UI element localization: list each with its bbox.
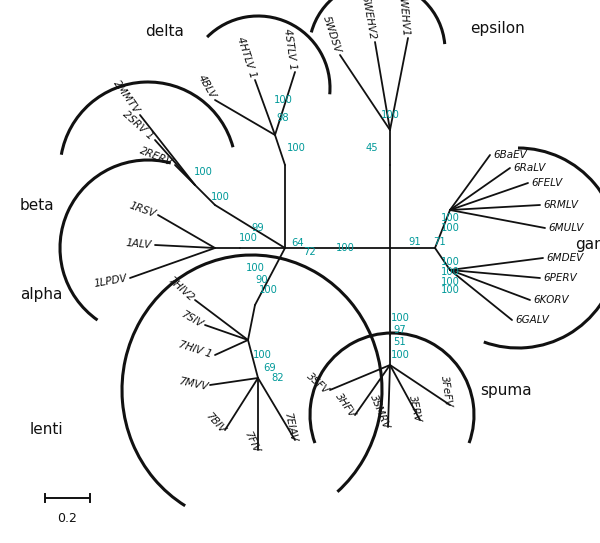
Text: 4HTLV 1: 4HTLV 1 (235, 36, 258, 79)
Text: 6RMLV: 6RMLV (543, 200, 578, 210)
Text: 7EIAV: 7EIAV (282, 412, 298, 443)
Text: 3SMRV: 3SMRV (368, 393, 391, 431)
Text: 3HFV: 3HFV (333, 392, 357, 420)
Text: spuma: spuma (480, 382, 532, 397)
Text: 6BaEV: 6BaEV (493, 150, 527, 160)
Text: 0.2: 0.2 (57, 512, 77, 525)
Text: 100: 100 (253, 350, 271, 360)
Text: 51: 51 (394, 337, 406, 347)
Text: 99: 99 (251, 223, 265, 233)
Text: 91: 91 (409, 237, 421, 247)
Text: 6MDEV: 6MDEV (546, 253, 583, 263)
Text: 2RERV: 2RERV (138, 146, 174, 168)
Text: gamma: gamma (575, 237, 600, 252)
Text: 97: 97 (394, 325, 406, 335)
Text: lenti: lenti (30, 422, 64, 438)
Text: 100: 100 (245, 263, 265, 273)
Text: 1LPDV: 1LPDV (93, 273, 128, 289)
Text: 100: 100 (440, 267, 460, 277)
Text: 3SFV: 3SFV (305, 371, 331, 396)
Text: 100: 100 (380, 110, 400, 120)
Text: 7MVV: 7MVV (178, 376, 209, 392)
Text: 4STLV 1: 4STLV 1 (282, 28, 298, 71)
Text: 1RSV: 1RSV (127, 201, 157, 220)
Text: 98: 98 (277, 113, 289, 123)
Text: 64: 64 (292, 238, 304, 248)
Text: 71: 71 (434, 237, 446, 247)
Text: 5WEHV1: 5WEHV1 (397, 0, 411, 36)
Text: 6MULV: 6MULV (548, 223, 583, 233)
Text: 100: 100 (440, 285, 460, 295)
Text: 2SRV 1: 2SRV 1 (121, 109, 155, 142)
Text: 100: 100 (259, 285, 277, 295)
Text: 72: 72 (304, 247, 316, 257)
Text: 100: 100 (239, 233, 257, 243)
Text: 7HIV 1: 7HIV 1 (178, 339, 214, 360)
Text: 2MMTV: 2MMTV (111, 79, 141, 116)
Text: 100: 100 (391, 350, 409, 360)
Text: 7FIV: 7FIV (242, 430, 260, 454)
Text: 3ERV: 3ERV (407, 394, 423, 423)
Text: 3FeFV: 3FeFV (439, 375, 453, 408)
Text: 90: 90 (256, 275, 268, 285)
Text: 100: 100 (274, 95, 292, 105)
Text: 45: 45 (365, 143, 379, 153)
Text: 82: 82 (272, 373, 284, 383)
Text: delta: delta (145, 24, 184, 40)
Text: 100: 100 (287, 143, 305, 153)
Text: 4BLV: 4BLV (196, 73, 217, 100)
Text: alpha: alpha (20, 287, 62, 302)
Text: 7BIV: 7BIV (203, 411, 227, 435)
Text: 1ALV: 1ALV (126, 238, 152, 250)
Text: 100: 100 (440, 257, 460, 267)
Text: 5WEHV2: 5WEHV2 (360, 0, 378, 41)
Text: 100: 100 (335, 243, 355, 253)
Text: beta: beta (20, 198, 55, 212)
Text: 69: 69 (263, 363, 277, 373)
Text: 100: 100 (194, 167, 212, 177)
Text: 100: 100 (391, 313, 409, 323)
Text: 6GALV: 6GALV (515, 315, 549, 325)
Text: 100: 100 (440, 213, 460, 223)
Text: 7HIV2: 7HIV2 (166, 275, 196, 304)
Text: 6FELV: 6FELV (531, 178, 562, 188)
Text: 6PERV: 6PERV (543, 273, 577, 283)
Text: 100: 100 (440, 277, 460, 287)
Text: 6KORV: 6KORV (533, 295, 569, 305)
Text: 7SIV: 7SIV (179, 309, 205, 330)
Text: 6RaLV: 6RaLV (513, 163, 545, 173)
Text: 100: 100 (440, 223, 460, 233)
Text: 100: 100 (211, 192, 229, 202)
Text: epsilon: epsilon (470, 21, 525, 35)
Text: 5WDSV: 5WDSV (322, 15, 343, 54)
